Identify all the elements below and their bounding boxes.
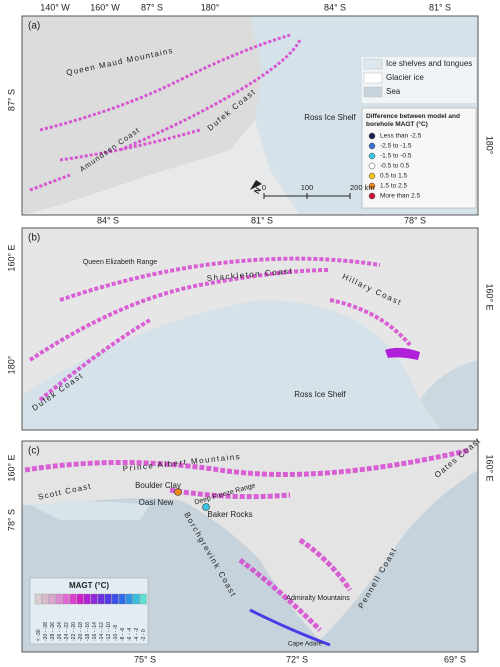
legend-swatch [368, 162, 376, 170]
legend-swatch [368, 192, 376, 200]
legend-swatch [104, 593, 112, 605]
graticule-label: 78° S [404, 215, 426, 225]
legend-label: -30 - -28 [43, 622, 49, 641]
graticule-label: 81° S [251, 215, 273, 225]
legend-box [29, 577, 149, 645]
legend-label: < -30 [36, 629, 42, 641]
place-label: Queen Elizabeth Range [83, 259, 157, 266]
graticule-label: 160° E [6, 454, 16, 481]
graticule-label: 180° [485, 136, 495, 155]
place-label: Oasi New [139, 498, 174, 507]
legend-label: -0.5 to 0.5 [380, 163, 410, 170]
graticule-label: 87° S [141, 2, 163, 12]
legend-swatch [368, 182, 376, 190]
panel-label: (c) [28, 446, 40, 457]
legend-swatch [363, 86, 383, 98]
legend-swatch [363, 72, 383, 84]
graticule-label: 87° S [6, 89, 16, 111]
legend-swatch [111, 593, 119, 605]
scale-label: 100 [301, 183, 314, 192]
legend-swatch [118, 593, 126, 605]
legend-label: -26 - -24 [57, 622, 63, 641]
graticule-label: 78° S [6, 509, 16, 531]
legend-label: More than 2.5 [380, 193, 420, 200]
panel-frame [21, 440, 479, 653]
graticule-label: 84° S [324, 2, 346, 12]
legend-label: -28 - -26 [50, 622, 56, 641]
legend-label: 0.5 to 1.5 [380, 173, 407, 180]
legend-box [361, 107, 477, 209]
legend-swatch [90, 593, 98, 605]
north-label: N [252, 186, 263, 196]
panel-frame [21, 15, 479, 216]
legend-label: Less than -2.5 [380, 133, 422, 140]
legend-label: -4 - -2 [134, 627, 140, 641]
graticule-label: 160° W [90, 2, 120, 12]
graticule-label: 75° S [134, 654, 156, 664]
legend-label: -2 - 0 [141, 629, 147, 641]
legend-label: -10 - -8 [113, 625, 119, 641]
legend-label: Ice shelves and tongues [386, 59, 472, 68]
legend-title: MAGT (°C) [69, 581, 109, 590]
place-label: Ross Ice Shelf [304, 113, 356, 122]
legend-label: -18 - -16 [85, 622, 91, 641]
legend-label: 1.5 to 2.5 [380, 183, 407, 190]
place-label: Cape Adare [288, 641, 323, 648]
legend-swatch [132, 593, 140, 605]
legend-label: Glacier ice [386, 73, 424, 82]
map-c [22, 441, 478, 652]
place-label: Ross Ice Shelf [294, 390, 346, 399]
panel-label: (a) [28, 21, 40, 32]
legend-label: -2.5 to -1.5 [380, 143, 412, 150]
legend-swatch [62, 593, 70, 605]
graticule-label: 81° S [429, 2, 451, 12]
legend-swatch [368, 152, 376, 160]
graticule-label: 180° [6, 355, 16, 374]
map-b [22, 228, 478, 430]
legend-swatch [69, 593, 77, 605]
scale-label: 200 km [350, 183, 375, 192]
place-label: Baker Rocks [207, 510, 252, 519]
legend-label: -22 - -20 [71, 622, 77, 641]
legend-swatch [363, 58, 383, 70]
legend-label: -8 - -6 [120, 627, 126, 641]
legend-swatch [76, 593, 84, 605]
graticule-label: 160° E [485, 283, 495, 310]
legend-label: -1.5 to -0.5 [380, 153, 412, 160]
place-label: Boulder Clay [135, 481, 181, 490]
legend-label: -12 - -10 [106, 622, 112, 641]
legend-label: -24 - -22 [64, 622, 70, 641]
legend-swatch [368, 132, 376, 140]
legend-swatch [48, 593, 56, 605]
legend-label: Sea [386, 87, 401, 96]
graticule-label: 160° E [6, 244, 16, 271]
graticule-label: 160° E [485, 454, 495, 481]
legend-label: -14 - -12 [99, 622, 105, 641]
legend-label: -16 - -14 [92, 622, 98, 641]
legend-swatch [97, 593, 105, 605]
legend-label: -20 - -18 [78, 622, 84, 641]
legend-swatch [55, 593, 63, 605]
legend-swatch [83, 593, 91, 605]
graticule-label: 69° S [444, 654, 466, 664]
graticule-label: 72° S [286, 654, 308, 664]
graticule-label: 84° S [97, 215, 119, 225]
legend-swatch [41, 593, 49, 605]
north-arrow [250, 180, 262, 190]
legend-swatch [139, 593, 147, 605]
scale-label: 0 [262, 183, 266, 192]
legend-title: Difference between model and borehole MAG… [366, 113, 460, 128]
legend-swatch [125, 593, 133, 605]
legend-swatch [368, 172, 376, 180]
panel-label: (b) [28, 233, 40, 244]
graticule-label: 180° [201, 2, 220, 12]
legend-swatch [368, 142, 376, 150]
place-label: Admiralty Mountains [286, 595, 350, 602]
legend-label: -6 - -4 [127, 627, 133, 641]
panel-frame [21, 227, 479, 431]
graticule-label: 140° W [40, 2, 70, 12]
legend-swatch [34, 593, 42, 605]
